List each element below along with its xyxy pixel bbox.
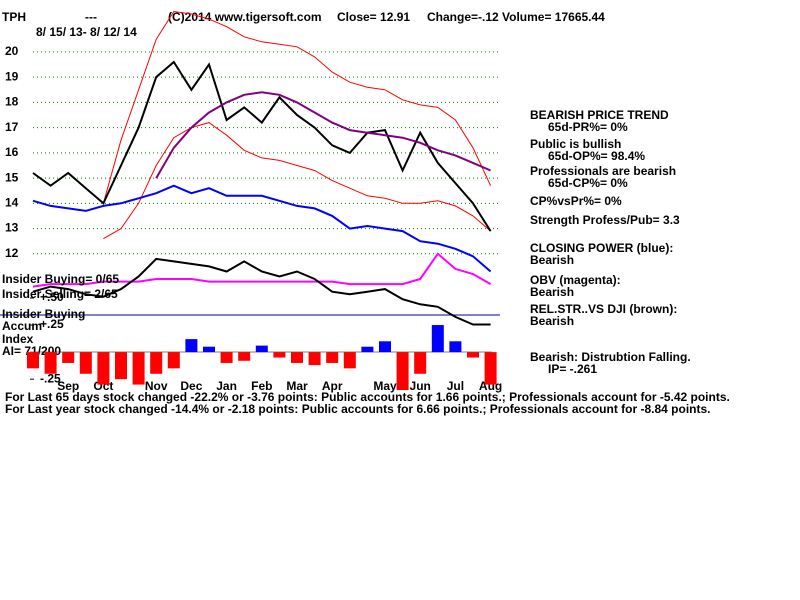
bar [62,352,75,363]
y-tick-label: +.50 [40,290,64,304]
bar [255,345,268,353]
panel-note: CLOSING POWER (blue): [530,241,673,255]
panel-note: Bearish: Distrubtion Falling. [530,350,691,364]
series-line [32,60,492,232]
bar [484,352,497,385]
header-text: Close= 12.91 [337,10,410,24]
x-tick-label: May [373,379,397,393]
panel-note: OBV (magenta): [530,273,621,287]
side-note: Index [2,332,34,346]
x-tick-label: Jan [216,379,237,393]
y-tick-label: 19 [5,69,19,83]
x-tick-label: Dec [180,379,202,393]
side-note: Insider Buying= 0/65 [2,272,119,286]
x-tick-label: Jul [447,379,464,393]
y-tick-label: 16 [5,145,19,159]
x-tick-label: Nov [145,379,168,393]
bar [396,352,409,390]
bar [431,325,444,353]
panel-note: Public is bullish [530,137,621,151]
x-tick-label: Apr [322,379,343,393]
bar [361,346,374,353]
bar [97,352,110,385]
bar [379,341,391,353]
y-tick-label: 13 [5,221,19,235]
bar [291,352,303,363]
x-tick-label: Mar [286,379,308,393]
side-note: Insider Buying [2,307,85,321]
series-line [103,122,491,240]
y-tick-label: 17 [5,120,19,134]
panel-note: REL.STR..VS DJI (brown): [530,302,677,316]
header-text: (C)2014 www.tigersoft.com [168,10,322,24]
panel-note: BEARISH PRICE TREND [530,108,669,122]
series-line [32,257,491,326]
series-line [102,10,492,204]
y-tick-label: 15 [5,170,19,184]
series-line [32,184,492,273]
panel-note: 65d-CP%= 0% [548,176,628,190]
panel-note: CP%vsPr%= 0% [530,194,622,208]
panel-note: 65d-OP%= 98.4% [548,149,645,163]
bar [220,352,233,363]
x-tick-label: Jun [410,379,431,393]
header-text: Volume= 17665.44 [502,10,605,24]
bar [343,352,356,369]
panel-note: IP= -.261 [548,362,597,376]
bar [467,352,479,358]
bar [326,352,339,363]
footer-note: For Last 65 days stock changed -22.2% or… [5,390,730,404]
bar [167,352,180,369]
bar [238,352,251,361]
footer-note: For Last year stock changed -14.4% or -2… [5,402,711,416]
y-tick-label: +.25 [40,317,64,331]
y-tick-label: 14 [5,196,19,210]
panel-note: Bearish [530,285,574,299]
series-line [155,91,491,179]
bar [308,352,321,366]
date-range: 8/ 15/ 13- 8/ 12/ 14 [36,25,137,39]
bar [185,339,198,353]
bar [44,352,57,374]
bar [115,352,127,380]
bar [27,352,39,369]
bar [414,352,427,374]
panel-note: Bearish [530,253,574,267]
y-tick-label: -.25 [40,371,61,385]
x-tick-label: Feb [251,379,272,393]
panel-note: Professionals are bearish [530,164,676,178]
panel-note: Bearish [530,314,574,328]
header-text: --- [85,10,97,24]
y-tick-label: 12 [5,246,19,260]
bar [79,352,92,374]
x-tick-label: Sep [57,379,79,393]
y-tick-label: 18 [5,95,19,109]
ticker: TPH [2,10,26,24]
panel-note: Strength Profess/Pub= 3.3 [530,213,680,227]
bar [273,352,286,358]
bar [449,341,462,353]
y-tick-label: 20 [5,44,19,58]
side-note: Accum [2,319,42,333]
bar [203,346,215,353]
header-text: Change=-.12 [427,10,499,24]
panel-note: 65d-PR%= 0% [548,120,628,134]
series-line [32,252,492,288]
bar [132,352,145,385]
bar [150,352,163,374]
